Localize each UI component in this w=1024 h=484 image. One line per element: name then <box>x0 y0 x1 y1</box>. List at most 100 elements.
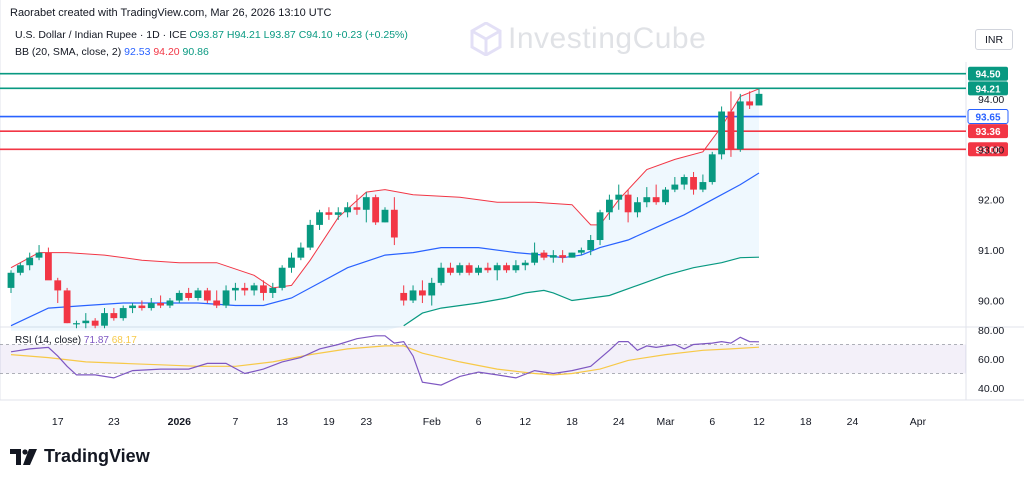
candle-43 <box>409 285 417 304</box>
rsi-y-tick-label: 40.00 <box>978 383 1004 395</box>
x-tick-label: Feb <box>423 416 441 428</box>
candle-body <box>400 292 408 301</box>
candle-body <box>213 300 221 306</box>
candle-52 <box>493 262 501 281</box>
candle-59 <box>559 250 567 263</box>
candle-body <box>166 300 174 306</box>
candle-body <box>634 202 641 213</box>
candle-47 <box>447 262 454 276</box>
candle-0 <box>7 270 15 293</box>
candle-11 <box>110 308 118 321</box>
candle-body <box>278 267 286 288</box>
candle-76 <box>718 106 725 160</box>
price-label-bg <box>968 124 1008 139</box>
candle-body <box>531 252 538 263</box>
candle-62 <box>587 234 595 256</box>
candle-56 <box>531 242 538 266</box>
candle-33 <box>316 209 323 230</box>
candle-body <box>419 290 426 296</box>
candle-body <box>577 250 585 253</box>
candle-14 <box>138 300 146 311</box>
candle-9 <box>91 318 99 329</box>
candle-body <box>362 197 370 210</box>
candle-41 <box>390 197 398 246</box>
currency-button[interactable]: INR <box>975 29 1013 50</box>
candle-3 <box>35 245 43 261</box>
candle-57 <box>540 250 548 261</box>
candle-body <box>372 197 380 223</box>
candle-body <box>101 313 108 326</box>
candle-body <box>521 262 529 266</box>
candle-68 <box>643 187 651 208</box>
candle-28 <box>269 282 277 298</box>
candle-body <box>381 209 389 223</box>
price-label-94.21: 94.21 <box>968 81 1008 96</box>
rsi-value: 71.87 <box>83 335 109 346</box>
candle-55 <box>521 260 529 271</box>
x-tick-label: 19 <box>323 416 335 428</box>
x-tick-label: Apr <box>910 416 927 428</box>
candle-body <box>643 197 651 203</box>
candle-body <box>63 290 71 324</box>
candle-7 <box>73 320 80 329</box>
candle-body <box>671 184 679 190</box>
candle-body <box>596 212 604 241</box>
candle-15 <box>147 297 155 311</box>
candle-body <box>456 265 464 273</box>
candle-body <box>587 240 595 251</box>
candle-23 <box>222 285 230 309</box>
x-tick-label: 12 <box>753 416 765 428</box>
candle-body <box>437 267 445 283</box>
bb-upper-value: 94.20 <box>153 46 180 58</box>
candle-2 <box>26 252 34 271</box>
candle-46 <box>437 262 445 286</box>
x-tick-label: 24 <box>613 416 625 428</box>
candle-24 <box>232 282 239 301</box>
candle-78 <box>736 93 744 152</box>
candle-body <box>250 285 258 291</box>
candle-4 <box>45 247 52 281</box>
candle-74 <box>699 174 707 193</box>
y-tick-label: 94.00 <box>978 94 1004 106</box>
candle-body <box>540 252 548 258</box>
candle-45 <box>428 277 436 306</box>
candle-19 <box>185 287 193 301</box>
y-tick-label: 92.00 <box>978 195 1004 207</box>
candle-body <box>755 93 763 106</box>
candle-6 <box>63 287 71 324</box>
tradingview-logo[interactable]: TradingView <box>10 446 150 467</box>
bb-lower-line <box>403 256 760 327</box>
x-tick-label: 13 <box>276 416 288 428</box>
price-label-bg <box>968 66 1008 81</box>
candle-39 <box>372 194 380 225</box>
tradingview-logo-icon <box>10 448 37 465</box>
price-label-93.36: 93.36 <box>968 124 1008 139</box>
candle-13 <box>129 303 136 314</box>
investingcube-watermark: InvestingCube <box>470 22 706 56</box>
candle-17 <box>166 297 174 309</box>
candle-67 <box>634 197 641 218</box>
candle-body <box>138 305 146 309</box>
x-tick-label: 17 <box>52 416 64 428</box>
candle-body <box>241 287 249 291</box>
candle-body <box>353 207 361 210</box>
rsi-y-tick-label: 80.00 <box>978 325 1004 337</box>
x-tick-label: 7 <box>232 416 238 428</box>
price-label-text: 93.65 <box>975 113 1000 124</box>
candle-body <box>297 247 305 258</box>
rsi-line <box>10 335 760 386</box>
candle-body <box>549 255 557 258</box>
ohlc-low: L93.87 <box>263 29 296 41</box>
y-tick-label: 91.00 <box>978 245 1004 257</box>
candle-18 <box>175 290 183 304</box>
candle-body <box>110 313 118 319</box>
candle-body <box>708 154 716 183</box>
rsi-y-tick-label: 60.00 <box>978 354 1004 366</box>
candle-8 <box>82 313 90 329</box>
candle-body <box>232 287 239 291</box>
candle-30 <box>288 252 295 273</box>
candle-58 <box>549 250 557 263</box>
candle-body <box>606 199 613 213</box>
candle-body <box>503 265 510 271</box>
candle-31 <box>297 242 305 261</box>
